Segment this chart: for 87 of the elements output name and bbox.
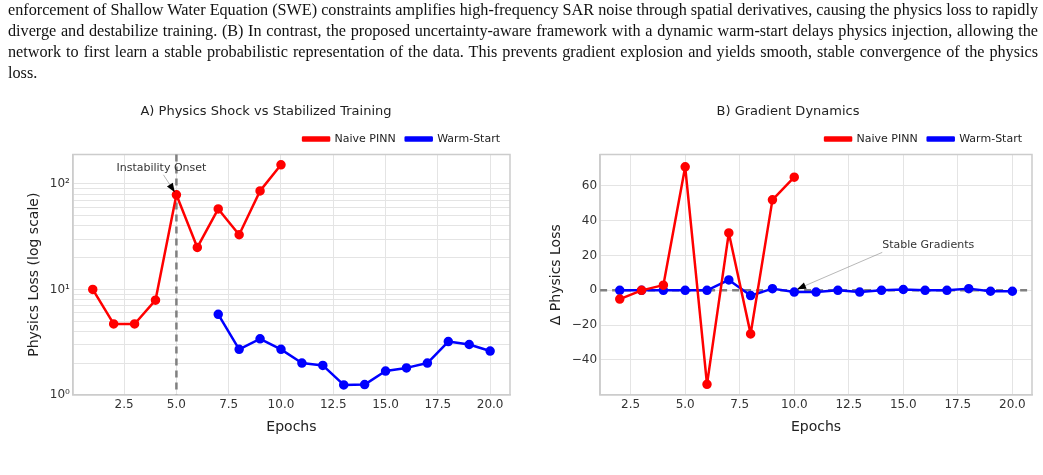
text: enforcement of Shallow Water Equation (SWE) constraints amplifies high-frequency SAR noise through spatial derivatives, causing the physics loss to rapidly diverge and destabilize training. (B) In contrast, the proposed uncertainty-aware framework with a dynamic warm-start delays physics injection, allowing the network to first learn a stable probabilistic representation of the data. This prevents gradient explosion and yields smooth, stable convergence of the physics loss. [8, 0, 1038, 84]
x-tick-label: 5.0 [166, 397, 186, 412]
point [702, 285, 712, 296]
x-tick-label: 5.0 [675, 397, 695, 412]
x-tick-label: 17.5 [944, 397, 972, 412]
point [213, 309, 223, 320]
x-tick-label: 12.5 [835, 397, 863, 412]
legend-label: Naive PINN [334, 131, 396, 145]
x-tick-label: 10.0 [267, 397, 295, 412]
y-tick-label: 10¹ [49, 281, 71, 296]
point [767, 283, 778, 294]
chart-title: A) Physics Shock vs Stabilized Training [140, 103, 392, 119]
y-tick-label: 10² [49, 176, 71, 191]
point [380, 366, 391, 376]
point [297, 358, 307, 368]
x-tick-label: 2.5 [114, 397, 134, 412]
point [422, 358, 433, 368]
point [724, 275, 734, 285]
point [680, 285, 690, 296]
x-tick-label: 15.0 [889, 397, 917, 412]
point [745, 329, 756, 339]
x-tick-label: 17.5 [424, 397, 452, 412]
x-axis-title: Epochs [790, 418, 842, 435]
point [789, 287, 799, 297]
point [108, 319, 119, 329]
x-tick-label: 12.5 [319, 397, 347, 412]
point [702, 379, 712, 390]
point [833, 285, 843, 296]
point [255, 334, 265, 344]
y-tick-label: 20 [581, 247, 598, 262]
x-tick-label: 7.5 [219, 397, 239, 412]
point [920, 285, 930, 296]
point [898, 284, 909, 295]
point [876, 285, 887, 296]
point [359, 379, 370, 390]
x-tick-label: 10.0 [780, 397, 808, 412]
point [192, 242, 203, 253]
point [615, 294, 625, 304]
y-tick-label: 40 [581, 212, 598, 227]
x-tick-label: 15.0 [372, 397, 399, 412]
point [401, 363, 412, 373]
point [964, 283, 974, 294]
y-axis-title: Δ Physics Loss [547, 224, 564, 326]
point [942, 285, 952, 296]
point [724, 228, 734, 238]
chart-title: B) Gradient Dynamics [716, 103, 860, 119]
y-tick-label: 0 [589, 282, 598, 297]
point [811, 287, 821, 297]
x-tick-label: 7.5 [730, 397, 750, 412]
legend-label: Warm-Start [437, 131, 501, 145]
point [985, 286, 996, 296]
point [338, 380, 349, 390]
x-tick-label: 20.0 [476, 397, 504, 412]
point [680, 162, 690, 172]
point [767, 195, 778, 205]
y-tick-label: 60 [581, 178, 598, 193]
y-tick-label: −40 [571, 352, 598, 367]
x-tick-label: 2.5 [621, 397, 641, 412]
annotation: Stable Gradients [882, 238, 975, 252]
point [234, 344, 244, 355]
point [129, 319, 140, 329]
point [789, 172, 799, 182]
point [443, 336, 454, 347]
x-axis-title: Epochs [266, 418, 317, 435]
y-tick-label: −20 [571, 317, 598, 332]
point [854, 287, 865, 297]
legend-label: Naive PINN [856, 131, 918, 145]
point [213, 204, 223, 214]
point [1007, 286, 1018, 296]
point [276, 160, 286, 170]
point [88, 284, 98, 295]
point [255, 186, 265, 196]
point [464, 339, 474, 350]
y-tick-label: 10⁰ [49, 386, 71, 401]
point [276, 344, 286, 355]
point [150, 295, 161, 305]
point [658, 280, 669, 290]
point [171, 190, 182, 200]
annotation: Instability Onset [116, 160, 208, 174]
point [745, 290, 756, 301]
point [615, 285, 625, 296]
point [234, 229, 244, 240]
point [318, 360, 328, 371]
legend-label: Warm-Start [959, 131, 1023, 145]
y-axis-title: Physics Loss (log scale) [25, 192, 42, 357]
point [485, 346, 495, 356]
x-tick-label: 20.0 [999, 397, 1026, 412]
